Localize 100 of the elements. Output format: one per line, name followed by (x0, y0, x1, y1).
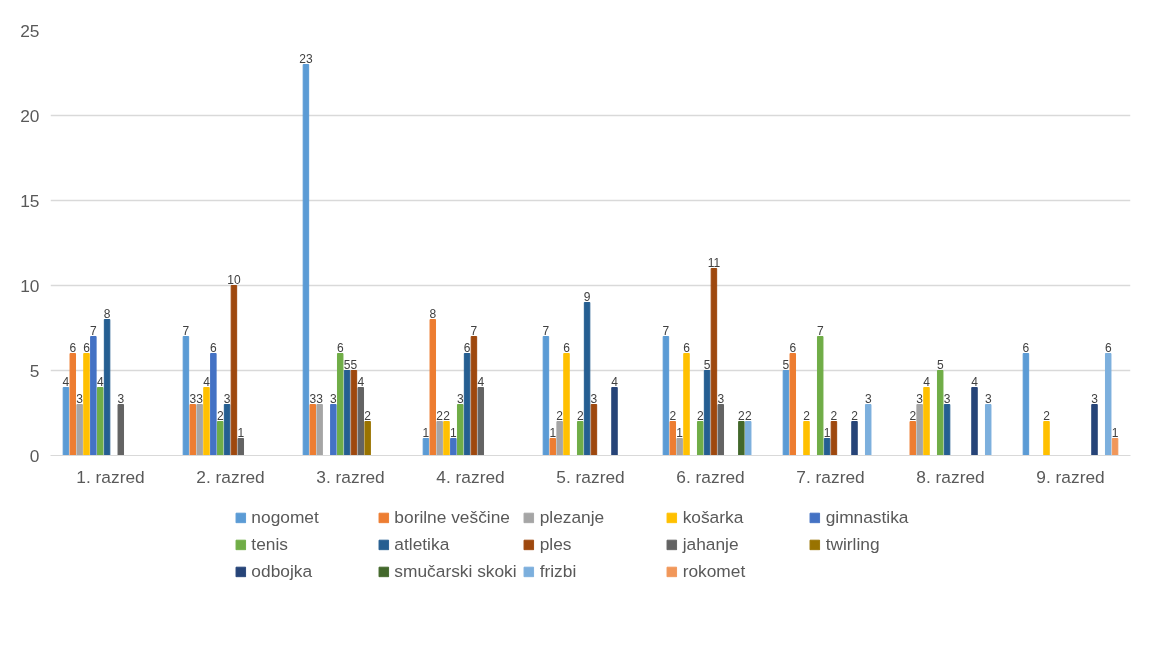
bar (96, 387, 104, 456)
bar (864, 404, 872, 456)
bar (436, 421, 443, 456)
x-tick-label: 2. razred (196, 466, 265, 487)
legend-label: nogomet (251, 506, 320, 528)
bar (556, 421, 563, 456)
x-tick-label: 4. razred (436, 466, 505, 487)
data-label: 4 (357, 374, 365, 389)
y-tick-label: 10 (20, 275, 40, 296)
bar (357, 387, 365, 456)
bar (943, 404, 951, 456)
data-label: 4 (971, 374, 979, 389)
bar (330, 404, 337, 456)
bar (909, 421, 917, 456)
data-label: 7 (662, 323, 670, 338)
bar (744, 421, 752, 456)
data-label: 3 (984, 391, 992, 406)
data-label: 6 (83, 340, 91, 355)
bar (583, 302, 591, 456)
data-label: 1 (237, 425, 245, 440)
data-label: 1 (1111, 425, 1119, 440)
legend-label: plezanje (539, 506, 606, 528)
data-label: 2 (436, 408, 444, 423)
bar (669, 421, 677, 456)
data-label: 7 (182, 323, 190, 338)
bar (343, 370, 351, 456)
bar (936, 370, 944, 456)
data-label: 6 (463, 340, 471, 355)
bar (69, 353, 77, 456)
data-label: 4 (477, 374, 485, 389)
bar (851, 421, 858, 456)
bar (309, 404, 317, 456)
bar (549, 438, 557, 456)
bar (1022, 353, 1030, 456)
bar (350, 370, 358, 456)
bar (542, 336, 550, 456)
bar (789, 353, 797, 456)
bar (1111, 438, 1119, 456)
bar (182, 336, 190, 456)
data-label: 4 (203, 374, 211, 389)
data-label: 3 (456, 391, 464, 406)
data-label: 1 (823, 425, 831, 440)
bar (710, 268, 718, 456)
data-label: 6 (210, 340, 218, 355)
data-label: 4 (62, 374, 70, 389)
data-label: 7 (90, 323, 98, 338)
legend-label: jahanje (682, 533, 740, 555)
data-label: 1 (450, 425, 458, 440)
data-label: 3 (117, 391, 125, 406)
y-tick-label: 0 (29, 445, 40, 466)
data-label: 2 (216, 408, 224, 423)
bar (611, 387, 618, 456)
bar (456, 404, 464, 456)
legend-label: košarka (682, 506, 745, 528)
bar (830, 421, 838, 456)
bar (450, 438, 457, 456)
data-label: 3 (223, 391, 231, 406)
x-tick-label: 9. razred (1036, 466, 1105, 487)
bar (422, 438, 430, 456)
data-label: 2 (443, 408, 451, 423)
legend-label: rokomet (682, 560, 747, 582)
bar (83, 353, 90, 456)
bar (971, 387, 978, 456)
data-label: 2 (576, 408, 584, 423)
bar (210, 353, 217, 456)
data-label: 6 (683, 340, 691, 355)
bar (316, 404, 323, 456)
bar (1091, 404, 1098, 456)
bar (336, 353, 344, 456)
data-label: 7 (816, 323, 824, 338)
bar (223, 404, 231, 456)
data-label: 7 (470, 323, 478, 338)
x-tick-label: 6. razred (676, 466, 745, 487)
y-tick-label: 25 (20, 20, 40, 41)
bar (364, 421, 371, 456)
bar (237, 438, 245, 456)
bar (676, 438, 683, 456)
data-label: 2 (1043, 408, 1051, 423)
data-label: 1 (549, 425, 557, 440)
bar (984, 404, 992, 456)
bar (816, 336, 824, 456)
data-label: 5 (703, 357, 711, 372)
x-tick-label: 3. razred (316, 466, 385, 487)
data-label: 2 (556, 408, 564, 423)
bar (477, 387, 485, 456)
y-tick-label: 20 (20, 105, 40, 126)
legend-label: ples (539, 533, 573, 555)
data-label: 7 (542, 323, 550, 338)
bar (563, 353, 570, 456)
bar (189, 404, 197, 456)
bar (302, 64, 310, 456)
data-label: 2 (364, 408, 372, 423)
bar (683, 353, 690, 456)
data-label: 3 (76, 391, 84, 406)
x-tick-label: 5. razred (556, 466, 625, 487)
bar (216, 421, 224, 456)
data-label: 4 (923, 374, 931, 389)
data-label: 3 (717, 391, 725, 406)
bar (803, 421, 810, 456)
bar (717, 404, 725, 456)
